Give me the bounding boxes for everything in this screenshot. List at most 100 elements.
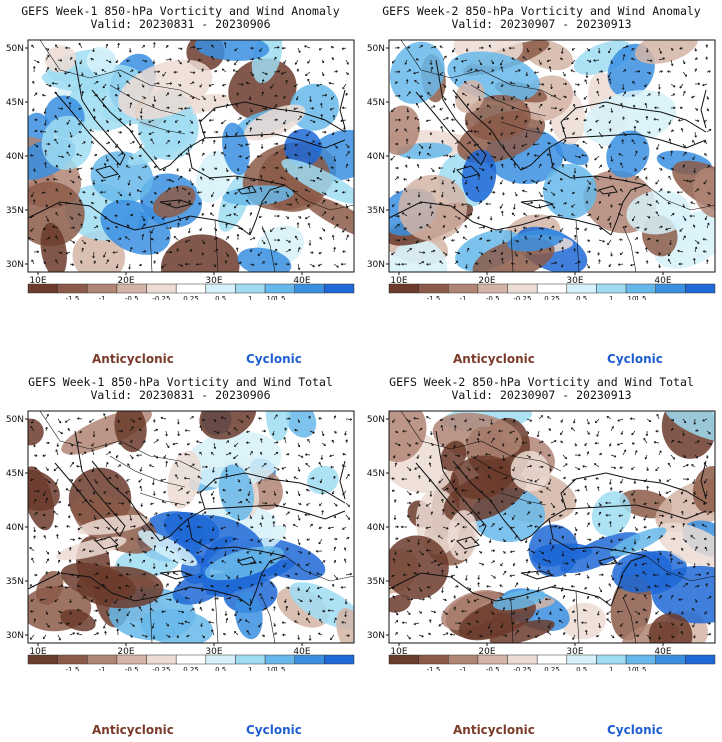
wind-arrow	[296, 95, 299, 101]
wind-arrow	[345, 234, 349, 241]
wind-arrow-head	[35, 573, 38, 576]
wind-arrow	[526, 251, 532, 255]
wind-arrow-head	[165, 461, 168, 463]
wind-arrow	[65, 251, 71, 254]
coastline	[187, 504, 346, 557]
wind-arrow-head	[119, 586, 122, 589]
wind-arrow	[316, 83, 323, 87]
wind-arrow	[501, 210, 504, 217]
wind-arrow-head	[694, 246, 697, 249]
wind-arrow	[596, 215, 600, 220]
wind-arrow-head	[584, 229, 587, 231]
wind-arrow	[609, 175, 612, 181]
wind-arrow	[30, 426, 35, 432]
wind-arrow	[454, 227, 459, 234]
wind-arrow-head	[126, 614, 130, 617]
wind-arrow-head	[539, 163, 542, 166]
wind-arrow	[141, 514, 148, 519]
wind-arrow	[571, 59, 576, 65]
wind-arrow-head	[307, 205, 310, 207]
wind-arrow-head	[100, 180, 104, 182]
wind-arrow-head	[70, 612, 72, 615]
wind-arrow	[327, 610, 335, 612]
wind-arrow	[199, 425, 203, 432]
wind-arrow-head	[212, 496, 214, 500]
wind-arrow	[150, 201, 155, 205]
wind-arrow-head	[660, 70, 663, 72]
wind-arrow-head	[336, 180, 338, 183]
wind-arrow	[538, 83, 545, 85]
lat-label: 40N	[367, 152, 385, 162]
wind-arrow-head	[53, 511, 55, 514]
wind-arrow-head	[690, 201, 693, 204]
wind-arrow	[261, 201, 267, 205]
wind-arrow-head	[178, 422, 180, 425]
wind-arrow-head	[261, 135, 264, 138]
wind-arrow-head	[155, 192, 157, 195]
wind-arrow	[304, 189, 311, 193]
wind-arrow	[256, 118, 263, 121]
wind-arrow-head	[202, 589, 204, 592]
wind-arrow	[102, 104, 107, 109]
wind-arrow	[129, 558, 131, 564]
wind-arrow	[45, 67, 49, 73]
wind-arrow	[65, 488, 71, 492]
wind-arrow-head	[286, 547, 289, 550]
wind-arrow-head	[70, 452, 73, 454]
wind-arrow	[430, 167, 435, 172]
wind-arrow	[69, 538, 75, 541]
wind-arrow-head	[69, 170, 72, 173]
anticyclonic-label: Anticyclonic	[92, 723, 174, 737]
wind-arrow-head	[198, 203, 201, 206]
wind-arrow	[177, 418, 179, 425]
wind-arrow-head	[320, 170, 323, 173]
colorbar-swatch	[87, 654, 118, 665]
lat-label: 35N	[6, 577, 24, 587]
wind-arrow	[45, 215, 49, 222]
colorbar-label: -1	[460, 295, 467, 300]
colorbar-unit: 10	[267, 666, 276, 671]
wind-arrow	[45, 55, 50, 61]
panel-week1-total: GEFS Week-1 850-hPa Vorticity and Wind T…	[0, 371, 361, 742]
wind-arrow-head	[232, 538, 235, 541]
wind-arrow-head	[195, 264, 199, 266]
wind-arrow-head	[236, 521, 238, 524]
wind-arrow-head	[122, 502, 125, 504]
wind-arrow-head	[46, 67, 49, 69]
wind-arrow-head	[513, 163, 515, 166]
wind-arrow-head	[439, 260, 441, 263]
vorticity-cell	[114, 411, 147, 453]
wind-arrow-head	[342, 231, 345, 233]
wind-arrow-head	[70, 57, 73, 59]
wind-arrow	[702, 238, 708, 241]
wind-arrow	[284, 437, 287, 444]
wind-arrow-head	[572, 133, 575, 135]
colorbar-swatch	[205, 654, 236, 665]
wind-arrow-head	[280, 228, 283, 231]
wind-arrow	[141, 95, 146, 99]
wind-arrow-head	[101, 69, 104, 72]
wind-arrow	[177, 263, 183, 267]
wind-arrow-head	[270, 597, 273, 600]
wind-arrow	[318, 462, 323, 468]
wind-arrow	[631, 139, 636, 145]
wind-arrow	[340, 586, 347, 588]
wind-arrow	[210, 212, 215, 217]
wind-arrow-head	[499, 231, 502, 233]
wind-arrow	[44, 107, 47, 114]
wind-arrow-head	[646, 193, 649, 196]
wind-arrow-head	[131, 537, 134, 540]
wind-arrow-head	[277, 468, 280, 471]
wind-arrow	[141, 634, 148, 638]
wind-arrow-head	[30, 611, 33, 613]
wind-arrow	[237, 598, 243, 602]
wind-arrow	[285, 418, 291, 420]
wind-arrow-head	[131, 635, 133, 638]
wind-arrow-head	[237, 169, 240, 172]
wind-arrow	[45, 478, 51, 484]
wind-arrow	[309, 263, 315, 268]
border	[39, 39, 201, 101]
wind-arrow	[185, 239, 191, 243]
wind-arrow	[345, 59, 349, 65]
